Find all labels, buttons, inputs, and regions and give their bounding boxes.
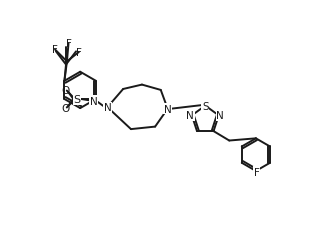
- Text: N: N: [187, 111, 194, 121]
- Text: N: N: [104, 103, 111, 113]
- Text: F: F: [254, 167, 259, 177]
- Text: F: F: [66, 39, 72, 49]
- Text: O: O: [61, 104, 69, 114]
- Text: N: N: [164, 104, 171, 114]
- Text: N: N: [216, 111, 224, 121]
- Text: N: N: [89, 96, 97, 106]
- Text: F: F: [52, 45, 58, 55]
- Text: S: S: [202, 101, 208, 111]
- Text: S: S: [73, 95, 81, 105]
- Text: O: O: [61, 85, 69, 95]
- Text: F: F: [76, 48, 82, 58]
